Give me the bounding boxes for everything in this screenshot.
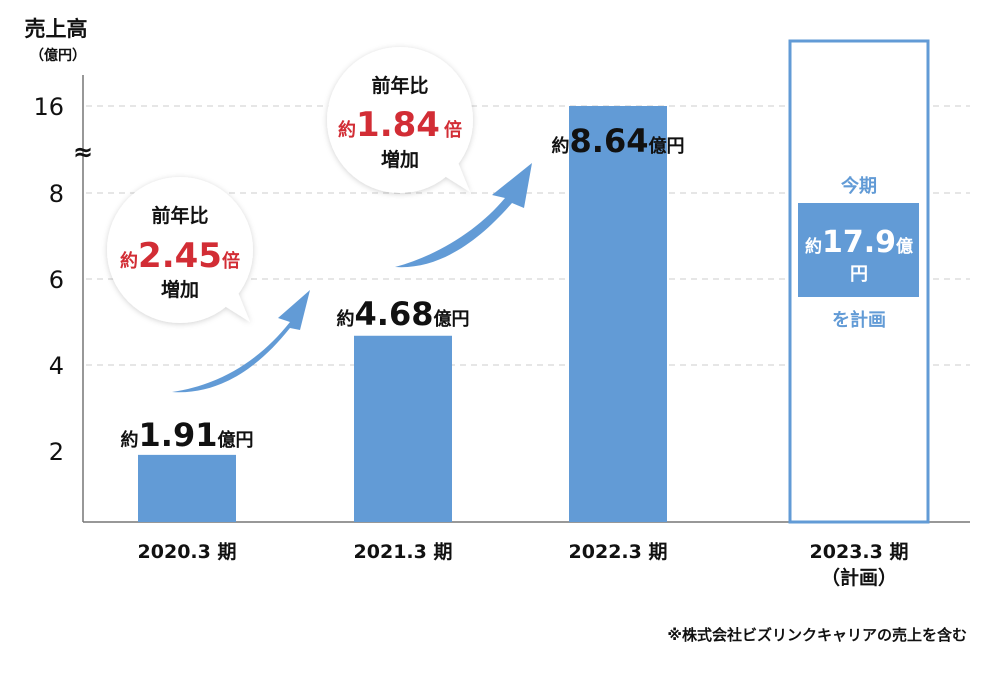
footnote: ※株式会社ビズリンクキャリアの売上を含む xyxy=(667,626,967,644)
plan-unit1: 億 xyxy=(896,236,913,257)
value-unit: 億円 xyxy=(217,429,253,451)
value-label-2020: 約1.91億円 xyxy=(121,416,254,454)
callout-2-line3: 増加 xyxy=(381,148,419,171)
plan-unit2: 円 xyxy=(850,264,868,285)
callout-2-ratio: 約1.84 倍 xyxy=(338,105,462,145)
callout-2-unit: 倍 xyxy=(444,119,462,141)
value-label-2022: 約8.64億円 xyxy=(552,122,685,160)
value-num: 4.68 xyxy=(355,295,434,333)
plan-pre: 約 xyxy=(805,236,822,257)
growth-callout-1 xyxy=(107,177,253,323)
callout-1-line3: 増加 xyxy=(161,278,199,301)
value-unit: 億円 xyxy=(433,308,469,330)
y-tick-label: 16 xyxy=(33,93,64,121)
x-tick-label: 2021.3 期 xyxy=(354,541,453,563)
plan-num: 17.9 xyxy=(822,225,896,260)
callout-2-line1: 前年比 xyxy=(371,74,428,97)
y-tick-label: 2 xyxy=(49,438,64,466)
x-tick-sublabel: （計画） xyxy=(821,566,897,589)
x-tick-label: 2023.3 期 xyxy=(810,541,909,563)
callout-1-pre: 約 xyxy=(120,250,138,272)
y-axis-unit: （億円） xyxy=(30,47,86,64)
growth-callout-2 xyxy=(327,47,473,193)
value-label-2021: 約4.68億円 xyxy=(337,295,470,333)
bar-2021.3 期 xyxy=(354,335,452,522)
value-pre: 約 xyxy=(337,308,355,330)
growth-arrow-1 xyxy=(172,290,310,393)
plan-top: 今期 xyxy=(841,175,877,197)
value-pre: 約 xyxy=(552,135,570,157)
callout-1-ratio: 約2.45倍 xyxy=(120,236,240,276)
y-tick-label: 6 xyxy=(49,266,64,294)
y-tick-label: 8 xyxy=(49,180,64,208)
callout-1-unit: 倍 xyxy=(222,250,240,272)
callout-2-num: 1.84 xyxy=(356,105,440,145)
bar-2022.3 期 xyxy=(569,106,667,522)
value-num: 1.91 xyxy=(139,416,218,454)
bar-2020.3 期 xyxy=(138,454,236,522)
value-num: 8.64 xyxy=(570,122,649,160)
plan-value: 約17.9億 xyxy=(805,225,913,260)
y-axis-title: 売上高 xyxy=(25,17,88,41)
callout-2-pre: 約 xyxy=(338,119,356,141)
plan-bottom: を計画 xyxy=(832,309,886,331)
value-unit: 億円 xyxy=(648,135,684,157)
callout-1-num: 2.45 xyxy=(138,236,222,276)
y-tick-label: 4 xyxy=(49,352,64,380)
callout-1-line1: 前年比 xyxy=(151,204,208,227)
x-tick-label: 2020.3 期 xyxy=(138,541,237,563)
growth-arrow-2 xyxy=(395,163,532,268)
value-pre: 約 xyxy=(121,429,139,451)
plan-value-box xyxy=(798,203,919,297)
x-tick-label: 2022.3 期 xyxy=(569,541,668,563)
axis-break: ≈ xyxy=(73,138,93,166)
